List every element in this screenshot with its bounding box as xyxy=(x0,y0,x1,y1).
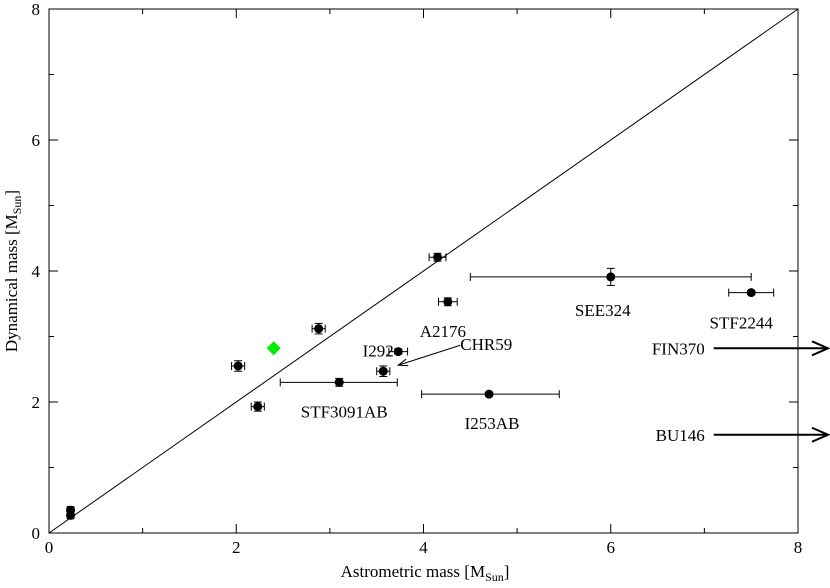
y-tick-label: 2 xyxy=(32,393,41,412)
reference-line xyxy=(48,8,799,534)
y-axis-title: Dynamical mass [MSun] xyxy=(2,190,24,352)
x-tick-label: 2 xyxy=(232,538,241,557)
point-label: A2176 xyxy=(420,322,466,341)
off-scale-arrowhead xyxy=(811,426,830,443)
data-point xyxy=(233,361,243,371)
data-point xyxy=(314,324,324,334)
y-tick-label: 6 xyxy=(32,131,41,150)
point-label: CHR59 xyxy=(460,335,512,354)
data-point xyxy=(484,389,494,399)
x-axis-title: Astrometric mass [MSun] xyxy=(341,562,510,584)
data-point xyxy=(433,252,443,262)
point-label: I292 xyxy=(363,342,394,361)
axis-ticks: 0 2 4 6 8 0 2 4 6 8 xyxy=(32,0,803,557)
x-tick-label: 4 xyxy=(419,538,428,557)
data-point xyxy=(378,366,388,376)
off-scale-arrowhead xyxy=(811,340,830,357)
data-point xyxy=(334,377,344,387)
y-tick-label: 8 xyxy=(32,0,41,19)
point-label: STF3091AB xyxy=(301,402,388,421)
point-label: I253AB xyxy=(465,414,520,433)
x-tick-label: 0 xyxy=(45,538,54,557)
x-tick-label: 8 xyxy=(794,538,803,557)
y-tick-label: 0 xyxy=(32,524,41,543)
y-tick-label: 4 xyxy=(32,262,41,281)
plot-content xyxy=(48,8,799,534)
annotations: STF3091AB CHR59 I292 A2176 I253AB SEE324 STF22… xyxy=(301,301,830,445)
data-point xyxy=(606,272,616,282)
point-label: SEE324 xyxy=(575,301,631,320)
label-arrowhead xyxy=(396,358,409,367)
data-point xyxy=(746,288,756,298)
data-point xyxy=(393,347,403,357)
label-arrow xyxy=(398,344,461,366)
point-label: STF2244 xyxy=(710,314,774,333)
x-tick-label: 6 xyxy=(607,538,616,557)
data-point xyxy=(443,297,453,307)
data-point xyxy=(66,510,76,520)
data-point-diamond xyxy=(266,341,281,356)
off-scale-label: BU146 xyxy=(656,426,705,445)
off-scale-label: FIN370 xyxy=(652,339,705,358)
data-point xyxy=(253,402,263,412)
